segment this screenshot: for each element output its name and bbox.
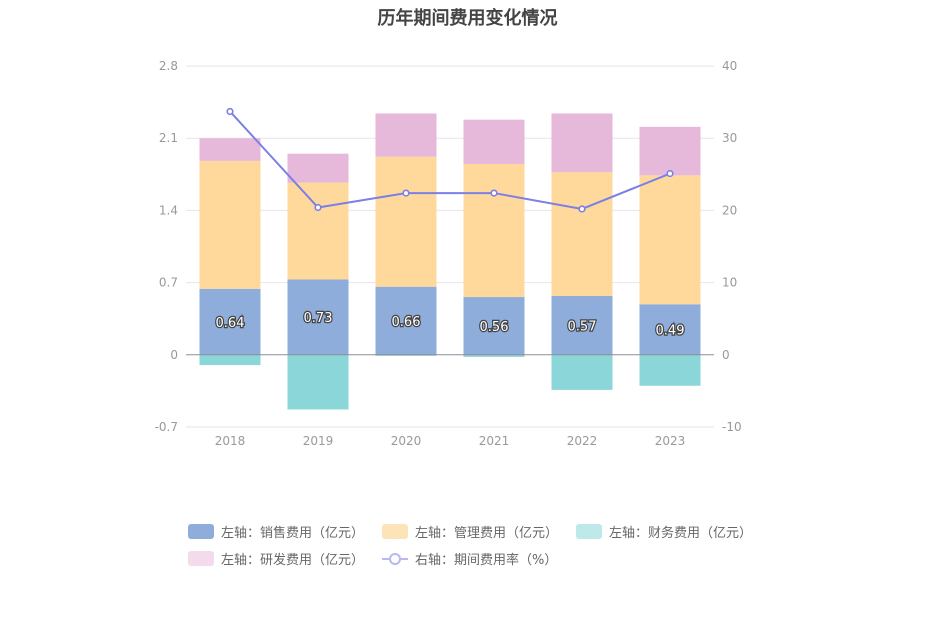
right-axis-tick-label: -10 (722, 420, 742, 434)
legend-swatch-finance (576, 524, 603, 539)
legend-swatch-rnd (188, 551, 214, 566)
right-axis-tick-label: 0 (722, 348, 730, 362)
legend-item-rate[interactable]: 右轴：期间费用率（%） (382, 549, 557, 568)
bar-segment-1 (639, 175, 701, 305)
right-axis-tick-label: 30 (722, 131, 737, 145)
rate-point (666, 169, 674, 178)
rate-line (229, 110, 671, 210)
x-axis-tick-label: 2018 (215, 434, 246, 448)
bar-value-label: 0.73 (304, 311, 333, 326)
rate-point (578, 205, 586, 213)
bar-segment-2 (463, 354, 525, 357)
rate-point (402, 189, 410, 197)
bar-segment-0 (199, 288, 261, 355)
bar-segment-3 (463, 119, 525, 164)
bar-value-label: 0.56 (480, 320, 509, 335)
x-axis-tick-label: 2020 (391, 434, 422, 448)
legend-line-rate-icon (382, 551, 409, 566)
legend-item-rnd[interactable]: 左轴：研发费用（亿元） (188, 549, 364, 568)
bar-segment-2 (551, 354, 613, 390)
bar-segment-0 (639, 304, 701, 355)
legend-swatch-admin (382, 524, 409, 539)
chart-title: 历年期间费用变化情况 (377, 8, 558, 29)
rate-point (226, 107, 234, 116)
legend-item-admin[interactable]: 左轴：管理费用（亿元） (382, 522, 558, 541)
left-axis-tick-label: 1.4 (159, 203, 178, 217)
left-axis-tick-label: 0.7 (159, 276, 178, 290)
right-axis-tick-label: 40 (722, 59, 737, 73)
bar-segment-1 (375, 156, 437, 287)
bar-value-label: 0.66 (392, 315, 421, 330)
bar-segment-1 (199, 160, 261, 289)
left-axis-tick-label: -0.7 (155, 420, 178, 434)
x-axis-tick-label: 2021 (479, 434, 510, 448)
right-axis-tick-label: 10 (722, 276, 737, 290)
bar-segment-0 (551, 296, 613, 355)
legend-label-rnd: 左轴：研发费用（亿元） (221, 553, 365, 568)
left-axis-tick-label: 2.1 (159, 131, 178, 145)
bar-segment-1 (287, 182, 349, 280)
legend-label-admin: 左轴：管理费用（亿元） (415, 526, 559, 541)
bar-value-label: 0.57 (568, 319, 597, 334)
x-axis-tick-label: 2023 (655, 434, 686, 448)
legend-item-sales[interactable]: 左轴：销售费用（亿元） (188, 522, 364, 541)
bar-segment-2 (287, 354, 349, 410)
x-axis-tick-label: 2019 (303, 434, 334, 448)
rate-point (314, 203, 322, 212)
right-axis-tick-label: 20 (722, 203, 737, 217)
bar-segment-0 (287, 279, 349, 355)
bar-value-label: 0.49 (656, 324, 685, 339)
rate-point (490, 189, 498, 197)
bar-segment-3 (551, 113, 613, 173)
bar-segment-2 (199, 354, 261, 366)
legend-item-finance[interactable]: 左轴：财务费用（亿元） (576, 522, 752, 541)
bar-value-label: 0.64 (216, 316, 245, 331)
bar-segment-2 (639, 354, 701, 386)
legend-swatch-sales (188, 524, 214, 539)
bar-segment-1 (463, 163, 525, 298)
bar-segment-0 (375, 286, 437, 355)
x-axis-tick-label: 2022 (567, 434, 598, 448)
legend-label-sales: 左轴：销售费用（亿元） (221, 526, 365, 541)
bar-segment-3 (199, 138, 261, 161)
bar-segment-3 (375, 113, 437, 157)
bar-segment-1 (551, 172, 613, 297)
legend-label-rate: 右轴：期间费用率（%） (415, 553, 558, 568)
bar-segment-3 (287, 153, 349, 183)
legend-label-finance: 左轴：财务费用（亿元） (609, 526, 753, 541)
bar-segment-0 (463, 297, 525, 355)
left-axis-tick-label: 2.8 (159, 59, 178, 73)
chart-legend: 左轴：销售费用（亿元） 左轴：管理费用（亿元） 左轴：财务费用（亿元） 左轴：研… (188, 518, 788, 572)
left-axis-tick-label: 0 (170, 348, 178, 362)
bar-segment-2 (375, 354, 437, 356)
bar-segment-3 (639, 126, 701, 176)
